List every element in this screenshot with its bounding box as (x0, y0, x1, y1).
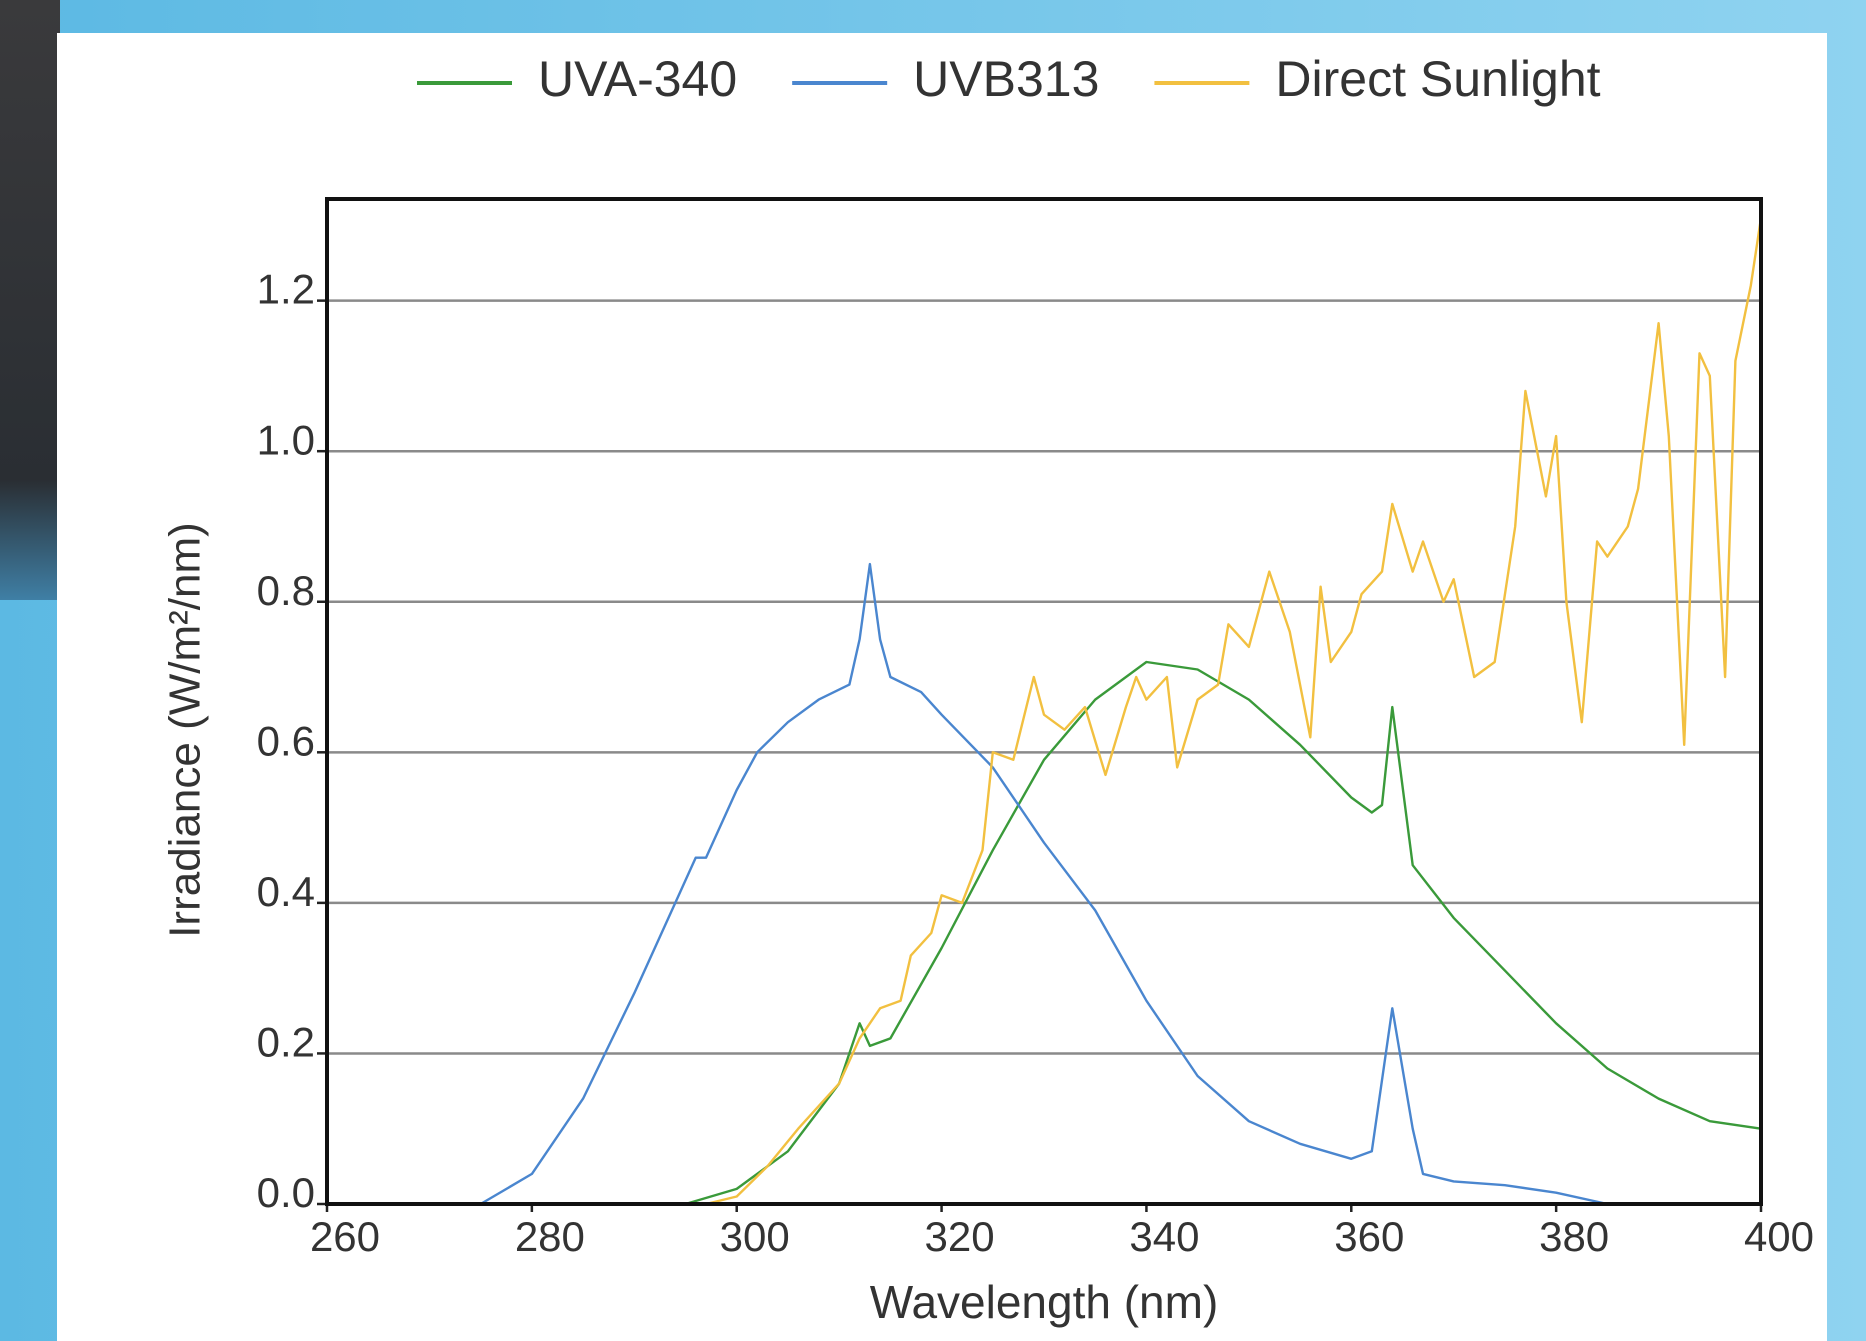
x-tick-label: 400 (1744, 1213, 1814, 1260)
y-tick-label: 0.8 (257, 567, 315, 614)
legend: UVA-340 UVB313 Direct Sunlight (417, 51, 1601, 107)
y-tick-label: 1.0 (257, 416, 315, 463)
panel (57, 33, 1827, 1341)
x-tick-label: 260 (310, 1213, 380, 1260)
legend-label: UVB313 (913, 51, 1099, 107)
series-line (685, 660, 1762, 1206)
y-tick-label: 0.6 (257, 717, 315, 764)
y-tick-label: 1.2 (257, 266, 315, 313)
x-tick-label: 280 (515, 1213, 585, 1260)
x-tick-label: 380 (1539, 1213, 1609, 1260)
photo-edge (0, 0, 60, 600)
plot-frame (325, 197, 1763, 1206)
series-line (705, 217, 1763, 1206)
x-tick-label: 300 (720, 1213, 790, 1260)
plot-area: 0.0 0.2 0.4 0.6 0.8 1.0 1.2 260 280 300 320 340 360 3… (257, 217, 1814, 1260)
y-tick-label: 0.4 (257, 868, 315, 915)
y-tick-label: 0.2 (257, 1019, 315, 1066)
x-tick-label: 340 (1129, 1213, 1199, 1260)
x-axis-label: Wavelength (nm) (870, 1276, 1219, 1328)
legend-label: Direct Sunlight (1275, 51, 1600, 107)
x-tick-label: 360 (1334, 1213, 1404, 1260)
x-tick-label: 320 (925, 1213, 995, 1260)
legend-label: UVA-340 (538, 51, 737, 107)
y-tick-label: 0.0 (257, 1169, 315, 1216)
series-line (479, 562, 1608, 1206)
y-axis-label: Irradiance (W/m²/nm) (161, 522, 210, 938)
